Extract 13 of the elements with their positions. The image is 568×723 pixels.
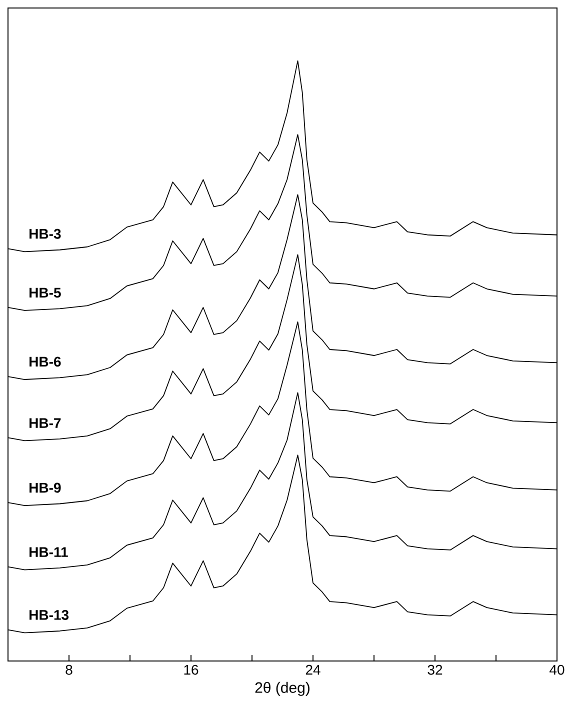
x-tick-label: 24 bbox=[306, 664, 320, 675]
x-tick-label: 8 bbox=[66, 664, 72, 675]
x-tick-label: 32 bbox=[428, 664, 442, 675]
x-axis-title: 2θ (deg) bbox=[255, 682, 310, 696]
x-tick-label: 40 bbox=[549, 664, 564, 675]
series-label: HB-5 bbox=[30, 288, 61, 298]
series-label: HB-13 bbox=[30, 610, 68, 620]
series-label: HB-3 bbox=[30, 228, 61, 239]
series-label: HB-6 bbox=[30, 356, 61, 367]
x-tick-label: 16 bbox=[184, 664, 198, 675]
series-label: HB-11 bbox=[30, 547, 68, 557]
series-label: HB-9 bbox=[30, 482, 61, 493]
series-label: HB-7 bbox=[30, 418, 61, 428]
